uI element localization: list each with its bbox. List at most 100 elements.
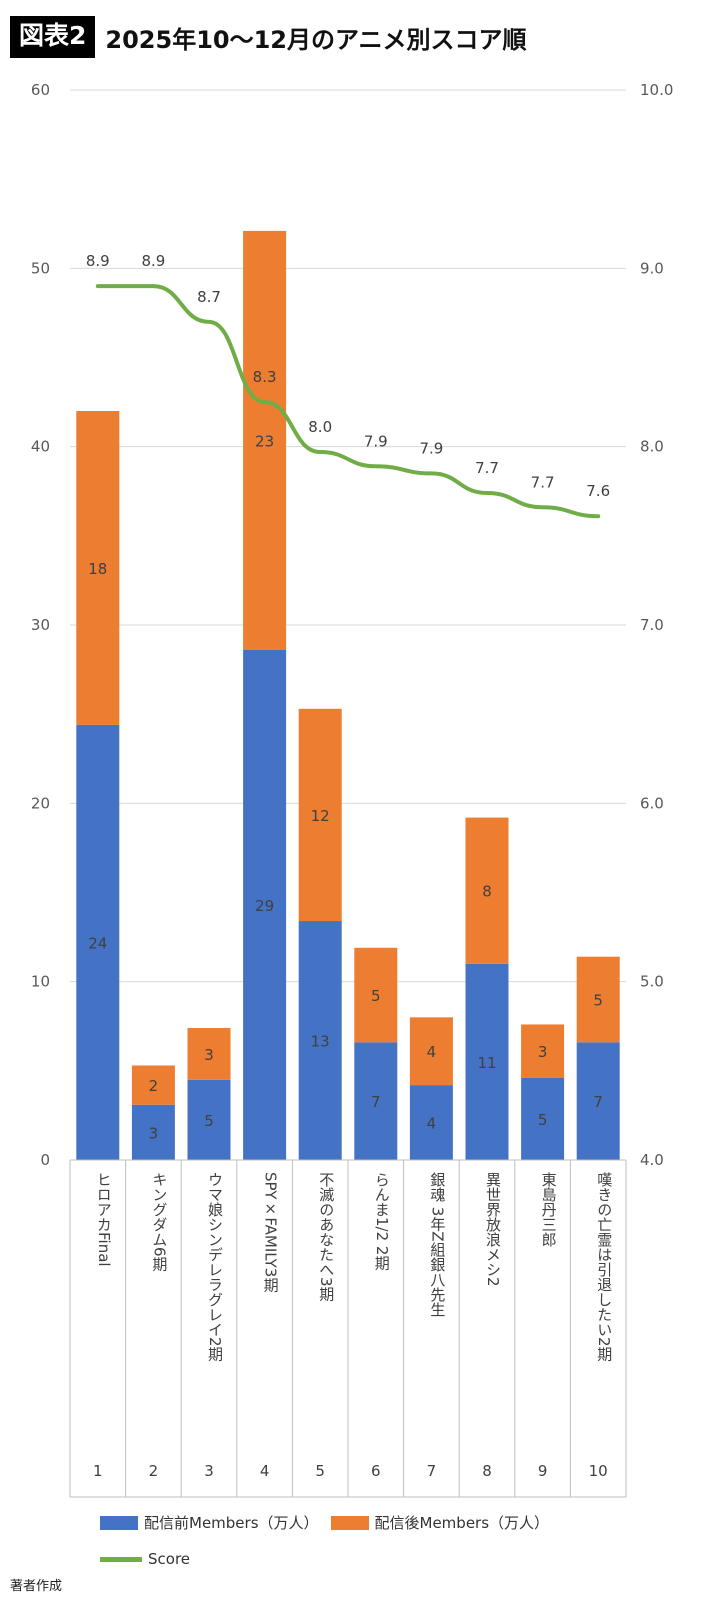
rank-label: 8 — [482, 1462, 492, 1480]
legend-score: Score — [100, 1550, 202, 1568]
bar-before-label: 7 — [371, 1093, 381, 1111]
rank-label: 6 — [371, 1462, 381, 1480]
rank-label: 10 — [589, 1462, 608, 1480]
bar-after — [409, 1017, 453, 1086]
bar-before-label: 7 — [593, 1093, 603, 1111]
y2-tick-label: 8.0 — [640, 438, 664, 456]
bar-before — [298, 921, 342, 1160]
y2-tick-label: 9.0 — [640, 259, 664, 277]
legend-label-after: 配信後Members（万人） — [374, 1514, 550, 1532]
bar-after-label: 2 — [149, 1077, 159, 1095]
bar-before-label: 5 — [538, 1111, 548, 1129]
score-label: 7.9 — [364, 432, 388, 450]
bar-before — [131, 1104, 175, 1160]
bar-after — [576, 956, 620, 1043]
bar-after-label: 12 — [311, 807, 330, 825]
y-tick-label: 30 — [31, 616, 50, 634]
legend-swatch-after — [330, 1515, 369, 1530]
bar-before-label: 3 — [149, 1124, 159, 1142]
rank-label: 1 — [93, 1462, 103, 1480]
score-label: 8.3 — [253, 368, 277, 386]
bar-after — [465, 817, 509, 964]
legend: 配信前Members（万人） 配信後Members（万人） — [100, 1512, 561, 1533]
legend-label-before: 配信前Members（万人） — [144, 1514, 319, 1532]
chart-title: 2025年10〜12月のアニメ別スコア順 — [105, 25, 527, 54]
legend-swatch-before — [100, 1515, 138, 1530]
bar-before — [76, 724, 120, 1160]
score-label: 7.7 — [531, 473, 555, 491]
category-axis: ヒロアカFinal 1 キングダム6期 2 ウマ娘シンデレラグレイ2期 3 SPY×FAMI… — [69, 1159, 627, 1498]
axes: 0 10 20 30 40 50 60 4.0 5.0 6.0 7.0 8.0 9.0 10.0 — [31, 81, 674, 1169]
y2-tick-label: 6.0 — [640, 794, 664, 812]
y2-tick-label: 10.0 — [640, 81, 673, 99]
source-note: 著者作成 — [10, 1579, 63, 1594]
y2-tick-label: 5.0 — [640, 973, 664, 991]
bar-before-label: 11 — [477, 1054, 496, 1072]
category-label: 嘆きの亡霊は引退したい2期 — [595, 1172, 613, 1363]
bar-before — [187, 1079, 231, 1160]
score-label: 8.7 — [197, 288, 221, 306]
score-label: 8.9 — [141, 252, 165, 270]
bar-before — [409, 1085, 453, 1160]
figure-badge: 図表2 — [10, 16, 96, 58]
bars: 24 18 3 2 5 3 29 23 13 12 7 5 4 4 11 8 5 3 7 5 — [76, 230, 620, 1160]
y-tick-label: 10 — [31, 973, 50, 991]
bar-before — [521, 1077, 565, 1160]
score-label: 7.6 — [586, 482, 610, 500]
category-label: SPY×FAMILY3期 — [262, 1172, 280, 1294]
y-tick-label: 60 — [31, 81, 50, 99]
bar-after — [76, 411, 120, 725]
bar-after — [187, 1028, 231, 1080]
chart-header: 図表2 2025年10〜12月のアニメ別スコア順 — [10, 14, 527, 60]
rank-label: 4 — [260, 1462, 270, 1480]
bar-after-label: 18 — [88, 560, 107, 578]
y-tick-label: 0 — [40, 1151, 50, 1169]
bar-after-label: 3 — [204, 1046, 214, 1064]
y-tick-label: 50 — [31, 259, 50, 277]
legend-item-after: 配信後Members（万人） — [330, 1512, 550, 1533]
category-label: 異世界放浪メシ2 — [484, 1172, 502, 1287]
rank-label: 3 — [204, 1462, 214, 1480]
bar-before — [576, 1042, 620, 1160]
legend-swatch-score — [100, 1556, 142, 1562]
category-label: キングダム6期 — [150, 1172, 168, 1273]
bar-after — [131, 1065, 175, 1105]
bar-before — [354, 1042, 398, 1160]
y2-tick-label: 7.0 — [640, 616, 664, 634]
score-line — [95, 284, 601, 519]
bar-after-label: 4 — [427, 1043, 437, 1061]
legend-item-before: 配信前Members（万人） — [100, 1512, 319, 1533]
bar-after — [354, 947, 398, 1043]
category-label: 不滅のあなたへ3期 — [317, 1172, 335, 1303]
bar-before — [243, 649, 287, 1160]
bar-after — [521, 1024, 565, 1078]
bar-after-label: 23 — [255, 432, 274, 450]
score-label: 7.9 — [419, 439, 443, 457]
bar-before-label: 4 — [427, 1115, 437, 1133]
bar-after — [298, 708, 342, 922]
y-tick-label: 20 — [31, 794, 50, 812]
rank-label: 5 — [315, 1462, 325, 1480]
bar-before-label: 13 — [311, 1033, 330, 1051]
bar-after-label: 3 — [538, 1043, 548, 1061]
bar-before-label: 5 — [204, 1112, 214, 1130]
bar-after — [243, 230, 287, 650]
score-label: 8.9 — [86, 252, 110, 270]
legend-label-score: Score — [148, 1550, 191, 1568]
gridlines — [70, 89, 626, 983]
bar-after-label: 5 — [593, 992, 603, 1010]
bar-after-label: 8 — [482, 883, 492, 901]
category-label: ウマ娘シンデレラグレイ2期 — [206, 1172, 224, 1363]
rank-label: 2 — [149, 1462, 159, 1480]
y2-tick-label: 4.0 — [640, 1151, 664, 1169]
y-tick-label: 40 — [31, 438, 50, 456]
bar-after-label: 5 — [371, 987, 381, 1005]
score-line-layer: 8.9 8.9 8.7 8.3 8.0 7.9 7.9 7.7 7.7 7.6 — [86, 252, 610, 519]
category-label: ヒロアカFinal — [95, 1172, 113, 1267]
category-label: 銀魂 3年Z組銀八先生 — [428, 1172, 446, 1317]
bar-before — [465, 963, 509, 1160]
bar-before-label: 29 — [255, 897, 274, 915]
score-label: 7.7 — [475, 459, 499, 477]
score-label: 8.0 — [308, 418, 332, 436]
